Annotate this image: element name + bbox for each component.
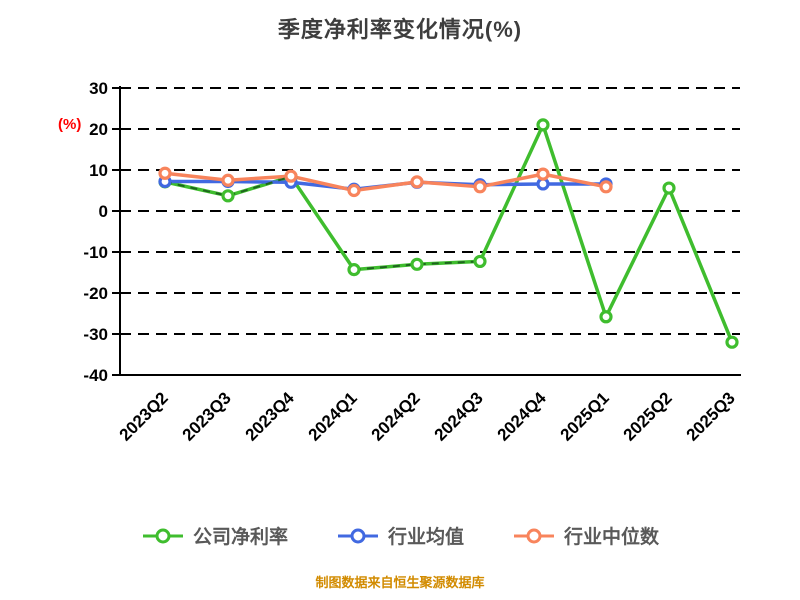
y-tick-label: 0 <box>99 202 108 221</box>
data-point <box>347 183 361 198</box>
series-dashed-overlay <box>164 175 292 197</box>
legend-line-circle-icon <box>142 528 183 543</box>
data-point <box>158 166 172 180</box>
legend-item-industry-average[interactable]: 行业均值 <box>336 522 464 549</box>
data-point <box>221 189 235 203</box>
chart-title: 季度净利率变化情况(%) <box>277 17 523 42</box>
data-point <box>536 118 550 132</box>
y-tick-label: -40 <box>83 366 108 385</box>
legend-label: 行业中位数 <box>564 527 660 548</box>
data-point <box>410 175 424 189</box>
data-point <box>725 335 739 349</box>
data-source-note: 制图数据来自恒生聚源数据库 <box>315 575 485 590</box>
legend: 公司净利率 行业均值 行业中位数 <box>0 522 800 549</box>
series-line-3 <box>163 171 608 193</box>
y-axis-unit-label: (%) <box>58 116 82 133</box>
data-point <box>473 254 487 269</box>
x-tick-label: 2025Q2 <box>620 388 676 444</box>
legend-item-company-net-margin[interactable]: 公司净利率 <box>141 522 288 549</box>
legend-line-circle-icon <box>337 528 378 543</box>
data-point <box>662 181 676 195</box>
legend-line-circle-icon <box>514 528 554 543</box>
x-tick-label: 2023Q4 <box>242 388 299 445</box>
x-tick-label: 2025Q1 <box>557 388 613 444</box>
data-point <box>599 310 613 324</box>
x-tick-label: 2024Q2 <box>368 388 424 444</box>
data-point <box>284 169 298 183</box>
data-point <box>221 173 235 187</box>
y-tick-label: 30 <box>89 79 108 98</box>
series-line-1 <box>163 123 734 344</box>
data-point <box>410 257 424 271</box>
y-tick-label: -10 <box>83 243 108 262</box>
data-point <box>599 180 613 194</box>
x-tick-label: 2023Q3 <box>179 388 235 444</box>
x-tick-label: 2024Q3 <box>431 388 487 444</box>
x-tick-label: 2024Q1 <box>305 388 361 444</box>
y-tick-label: -20 <box>83 284 108 303</box>
data-point <box>347 263 361 277</box>
x-tick-label: 2024Q4 <box>494 388 551 445</box>
y-tick-label: 10 <box>89 161 108 180</box>
legend-item-industry-median[interactable]: 行业中位数 <box>512 522 659 549</box>
legend-label: 行业均值 <box>387 527 464 548</box>
legend-label: 公司净利率 <box>192 527 288 548</box>
x-tick-label: 2025Q3 <box>683 388 739 444</box>
series-dashed-overlay <box>353 260 481 271</box>
y-tick-label: -30 <box>83 325 108 344</box>
x-tick-label: 2023Q2 <box>116 388 172 444</box>
data-point <box>536 167 550 181</box>
y-tick-label: 20 <box>89 120 108 139</box>
data-point <box>473 180 487 194</box>
